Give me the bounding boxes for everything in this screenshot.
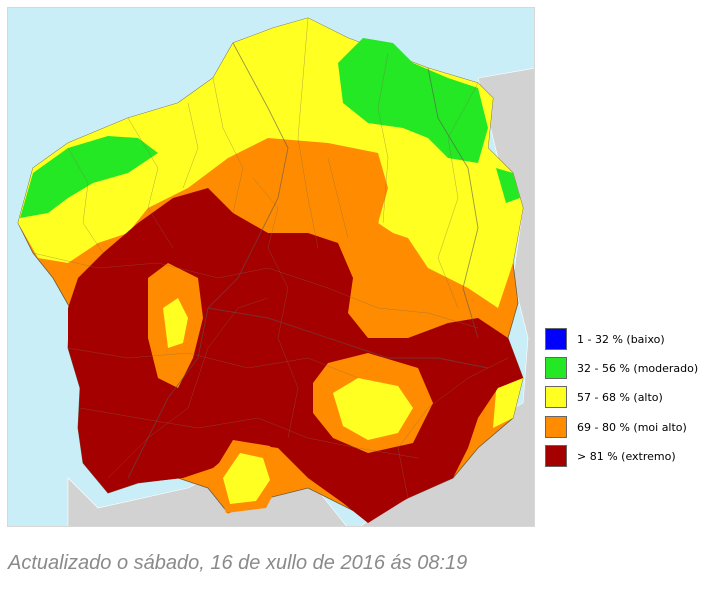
legend-item-extremo: > 81 % (extremo)	[545, 445, 715, 469]
legend-swatch-baixo	[545, 328, 567, 350]
update-caption: Actualizado o sábado, 16 de xullo de 201…	[8, 552, 468, 574]
province-boundaries	[127, 42, 489, 479]
legend-label-alto: 57 - 68 % (alto)	[577, 391, 663, 404]
legend-swatch-moderado	[545, 357, 567, 379]
galicia-map	[8, 8, 534, 526]
zone-moderado-northwest	[20, 136, 158, 218]
legend-label-moderado: 32 - 56 % (moderado)	[577, 362, 699, 375]
zone-alto-west-pocket	[163, 298, 188, 348]
zone-moderado-east	[496, 168, 520, 203]
zone-moderado-northeast	[338, 38, 488, 163]
legend-item-alto: 57 - 68 % (alto)	[545, 386, 715, 410]
legend-label-baixo: 1 - 32 % (baixo)	[577, 333, 665, 346]
legend-item-moderado: 32 - 56 % (moderado)	[545, 357, 715, 381]
legend-item-baixo: 1 - 32 % (baixo)	[545, 328, 715, 352]
legend-item-moi-alto: 69 - 80 % (moi alto)	[545, 416, 715, 440]
legend-swatch-alto	[545, 386, 567, 408]
legend-swatch-extremo	[545, 445, 567, 467]
zone-alto-south-core	[223, 453, 270, 504]
municipal-boundaries	[32, 17, 509, 499]
zone-alto-southeast-core	[333, 378, 413, 440]
legend-label-moi-alto: 69 - 80 % (moi alto)	[577, 421, 687, 434]
legend-swatch-moi-alto	[545, 416, 567, 438]
risk-map	[7, 7, 535, 527]
legend-label-extremo: > 81 % (extremo)	[577, 450, 676, 463]
